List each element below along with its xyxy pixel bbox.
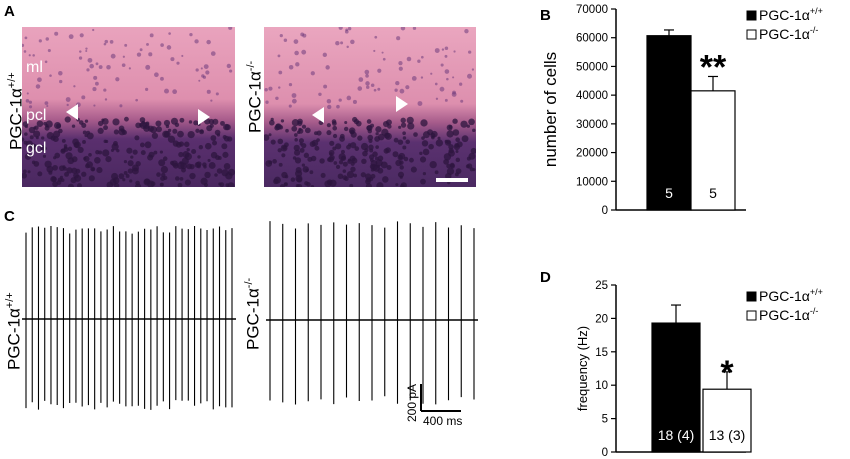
y-tick-label: 20 <box>595 313 608 325</box>
legend-label: PGC-1α+/+ <box>759 6 823 23</box>
y-tick-label: 30000 <box>576 119 608 131</box>
wt-histology-image <box>22 27 235 187</box>
y-tick-label: 40000 <box>576 90 608 102</box>
y-tick-label: 60000 <box>576 33 608 45</box>
panel-c-label: C <box>4 208 15 225</box>
scale-bar-time-label: 400 ms <box>423 414 463 428</box>
legend-swatch <box>746 291 757 302</box>
layer-label-ml: ml <box>26 59 43 76</box>
electrophysiology-traces <box>22 221 478 412</box>
y-tick-label: 70000 <box>576 4 608 16</box>
y-axis-title: frequency (Hz) <box>575 326 590 411</box>
y-tick-label: 25 <box>595 280 608 292</box>
y-tick-label: 15 <box>595 347 608 359</box>
bar <box>646 35 692 211</box>
wt-cell-nuclei <box>22 27 235 187</box>
bar <box>651 322 701 453</box>
legend-swatch <box>746 310 757 321</box>
wt-arrowhead-right <box>198 109 210 125</box>
trace-scale-bar <box>420 384 461 412</box>
ko-arrowhead-right <box>396 96 408 112</box>
panel-a-label: A <box>4 3 15 20</box>
ko-cell-nuclei <box>264 27 476 187</box>
histology-scale-bar <box>436 178 468 182</box>
legend-label: PGC-1α+/+ <box>759 287 823 304</box>
ko-arrowhead-left <box>312 107 324 123</box>
y-tick-label: 20000 <box>576 148 608 160</box>
chart-b-number-of-cells: 0 10000 20000 30000 40000 50000 60000 70000 numb… <box>541 4 823 217</box>
chart-d-frequency: 0 5 10 15 20 25 frequency (Hz) 18 (4) 13 (3) * PGC… <box>575 280 823 459</box>
wt-spike-trace <box>22 226 236 410</box>
scale-bar-current-label: 200 pA <box>405 383 419 422</box>
wt-arrowhead-left <box>66 104 78 120</box>
wt-histology-svg <box>22 27 235 187</box>
bar <box>690 90 736 211</box>
y-tick-label: 10 <box>595 380 608 392</box>
legend-swatch <box>746 10 757 21</box>
y-tick-label: 50000 <box>576 61 608 73</box>
legend-label: PGC-1α-/- <box>759 25 818 42</box>
y-tick-label: 0 <box>602 205 608 217</box>
ko-histology-image <box>264 27 476 187</box>
significance-marker: ** <box>700 48 727 86</box>
bar-n-label: 18 (4) <box>658 427 695 443</box>
y-axis-title: number of cells <box>541 52 560 167</box>
bar-n-label: 5 <box>665 185 673 201</box>
bar <box>702 388 752 453</box>
bar-n-label: 13 (3) <box>709 427 746 443</box>
y-tick-label: 0 <box>602 447 608 459</box>
bar-n-label: 5 <box>709 185 717 201</box>
legend-label: PGC-1α-/- <box>759 306 818 323</box>
significance-marker: * <box>720 354 734 392</box>
layer-label-gcl: gcl <box>26 140 47 157</box>
panel-d-label: D <box>540 269 551 286</box>
ko-spike-trace <box>266 221 478 405</box>
y-tick-label: 10000 <box>576 176 608 188</box>
y-tick-label: 5 <box>602 414 608 426</box>
panel-b-label: B <box>540 7 551 24</box>
ko-histology-svg <box>264 27 476 187</box>
layer-label-pcl: pcl <box>26 107 47 124</box>
legend-swatch <box>746 29 757 40</box>
